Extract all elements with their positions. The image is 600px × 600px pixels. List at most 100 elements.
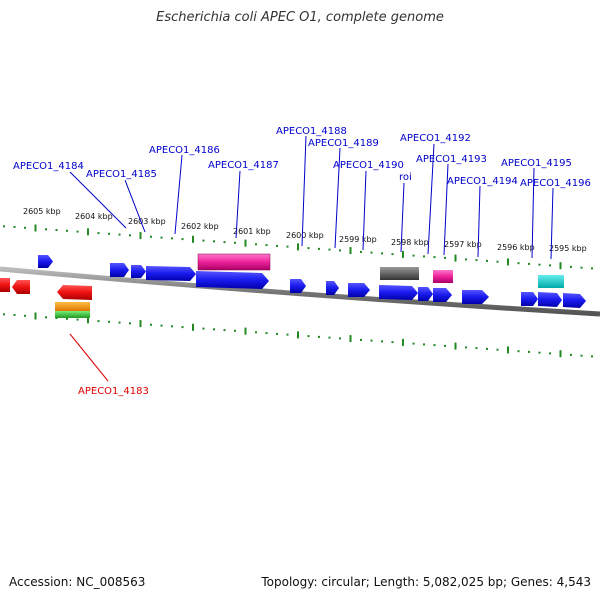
- scale-tick: [570, 265, 572, 268]
- scale-tick: [55, 229, 58, 231]
- scale-tick: [213, 240, 215, 243]
- cds-reverse-arrow[interactable]: [0, 278, 10, 292]
- scale-tick: [265, 244, 268, 247]
- scale-label: 2605 kbp: [23, 207, 61, 216]
- gene-label-apeco1-4187[interactable]: APECO1_4187: [208, 160, 279, 171]
- gene-label-apeco1-4183[interactable]: APECO1_4183: [78, 386, 149, 397]
- feature-rna-pink[interactable]: [197, 253, 271, 271]
- scale-tick: [13, 226, 16, 228]
- scale-tick: [339, 337, 341, 340]
- scale-tick: [108, 320, 110, 323]
- feature-green[interactable]: [55, 311, 90, 318]
- scale-tick: [454, 254, 457, 262]
- gene-label-apeco1-4190[interactable]: APECO1_4190: [333, 160, 404, 171]
- scale-tick: [87, 316, 89, 324]
- gene-label-apeco1-4185[interactable]: APECO1_4185: [86, 169, 157, 180]
- scale-tick: [24, 226, 26, 229]
- scale-tick: [150, 235, 152, 238]
- scale-tick: [496, 348, 499, 351]
- cds-forward-arrow[interactable]: [538, 292, 562, 307]
- cds-forward-arrow[interactable]: [563, 293, 586, 308]
- scale-tick: [255, 331, 257, 334]
- scale-tick: [370, 251, 373, 254]
- scale-label: 2598 kbp: [391, 238, 429, 247]
- feature-pseudo-gray[interactable]: [380, 267, 419, 280]
- scale-tick: [45, 316, 47, 319]
- scale-tick: [160, 324, 163, 327]
- scale-tick: [3, 313, 5, 316]
- scale-tick: [339, 249, 341, 252]
- gene-label-apeco1-4192[interactable]: APECO1_4192: [400, 133, 471, 144]
- cds-forward-arrow[interactable]: [38, 255, 53, 268]
- gene-label-apeco1-4186[interactable]: APECO1_4186: [149, 145, 220, 156]
- scale-tick: [360, 250, 362, 253]
- scale-tick: [349, 247, 352, 255]
- gene-label-apeco1-4195[interactable]: APECO1_4195: [501, 158, 572, 169]
- scale-ticks-upper: [3, 224, 593, 270]
- scale-tick: [559, 262, 562, 270]
- scale-tick: [318, 335, 320, 338]
- cds-forward-arrow[interactable]: [326, 281, 339, 295]
- cds-forward-arrow[interactable]: [131, 265, 146, 278]
- feature-cyan[interactable]: [538, 275, 564, 288]
- scale-tick: [276, 332, 278, 335]
- scale-tick: [13, 314, 16, 316]
- scale-tick: [381, 340, 383, 343]
- scale-tick: [402, 250, 404, 258]
- gene-label-apeco1-4193[interactable]: APECO1_4193: [416, 154, 487, 165]
- feature-track-reverse-cds: [0, 278, 92, 318]
- scale-tick: [234, 241, 236, 244]
- scale-label: 2603 kbp: [128, 217, 166, 226]
- scale-tick: [87, 228, 89, 236]
- genome-backbone: [0, 266, 600, 317]
- scale-labels: 2605 kbp 2604 kbp 2603 kbp 2602 kbp 2601…: [23, 207, 587, 253]
- scale-tick: [171, 325, 173, 328]
- scale-tick: [318, 247, 320, 250]
- gene-label-apeco1-4189[interactable]: APECO1_4189: [308, 138, 379, 149]
- scale-tick: [507, 258, 509, 266]
- scale-tick: [570, 353, 572, 356]
- scale-tick: [192, 235, 194, 243]
- scale-tick: [66, 229, 68, 232]
- cds-forward-arrow[interactable]: [433, 288, 452, 302]
- scale-tick: [423, 255, 425, 258]
- scale-tick: [297, 331, 299, 339]
- gene-label-apeco1-4184[interactable]: APECO1_4184: [13, 161, 84, 172]
- gene-label-apeco1-4188[interactable]: APECO1_4188: [276, 126, 347, 137]
- cds-forward-arrow[interactable]: [196, 271, 269, 289]
- gene-label-roi[interactable]: roi: [399, 172, 412, 183]
- label-leader-lines: [69, 135, 554, 260]
- scale-tick: [66, 317, 68, 320]
- cds-forward-arrow[interactable]: [418, 287, 433, 301]
- scale-tick: [580, 354, 583, 357]
- scale-tick: [549, 264, 551, 267]
- scale-tick: [381, 252, 383, 255]
- cds-forward-arrow[interactable]: [462, 290, 489, 304]
- cds-forward-arrow[interactable]: [521, 292, 538, 306]
- scale-tick: [454, 342, 457, 350]
- scale-tick: [433, 344, 436, 347]
- cds-forward-arrow[interactable]: [290, 279, 306, 293]
- cds-reverse-arrow[interactable]: [57, 285, 92, 300]
- scale-tick: [360, 338, 362, 341]
- cds-forward-arrow[interactable]: [110, 263, 129, 277]
- cds-reverse-arrow[interactable]: [12, 280, 30, 294]
- scale-tick: [129, 322, 131, 325]
- scale-tick: [118, 321, 121, 324]
- cds-forward-arrow[interactable]: [348, 283, 370, 297]
- cds-forward-arrow[interactable]: [146, 266, 196, 281]
- feature-rna-pink-small[interactable]: [433, 270, 453, 283]
- scale-tick: [559, 350, 562, 358]
- scale-tick: [444, 344, 446, 347]
- scale-tick: [517, 350, 520, 353]
- gene-label-apeco1-4196[interactable]: APECO1_4196: [520, 178, 591, 189]
- scale-tick: [465, 258, 467, 261]
- scale-tick: [286, 333, 289, 336]
- gene-label-apeco1-4194[interactable]: APECO1_4194: [447, 176, 518, 187]
- scale-label: 2595 kbp: [549, 244, 587, 253]
- cds-forward-arrow[interactable]: [379, 285, 418, 300]
- scale-tick: [181, 238, 184, 241]
- scale-tick: [139, 232, 142, 240]
- scale-tick: [3, 225, 5, 228]
- feature-orange[interactable]: [55, 302, 90, 311]
